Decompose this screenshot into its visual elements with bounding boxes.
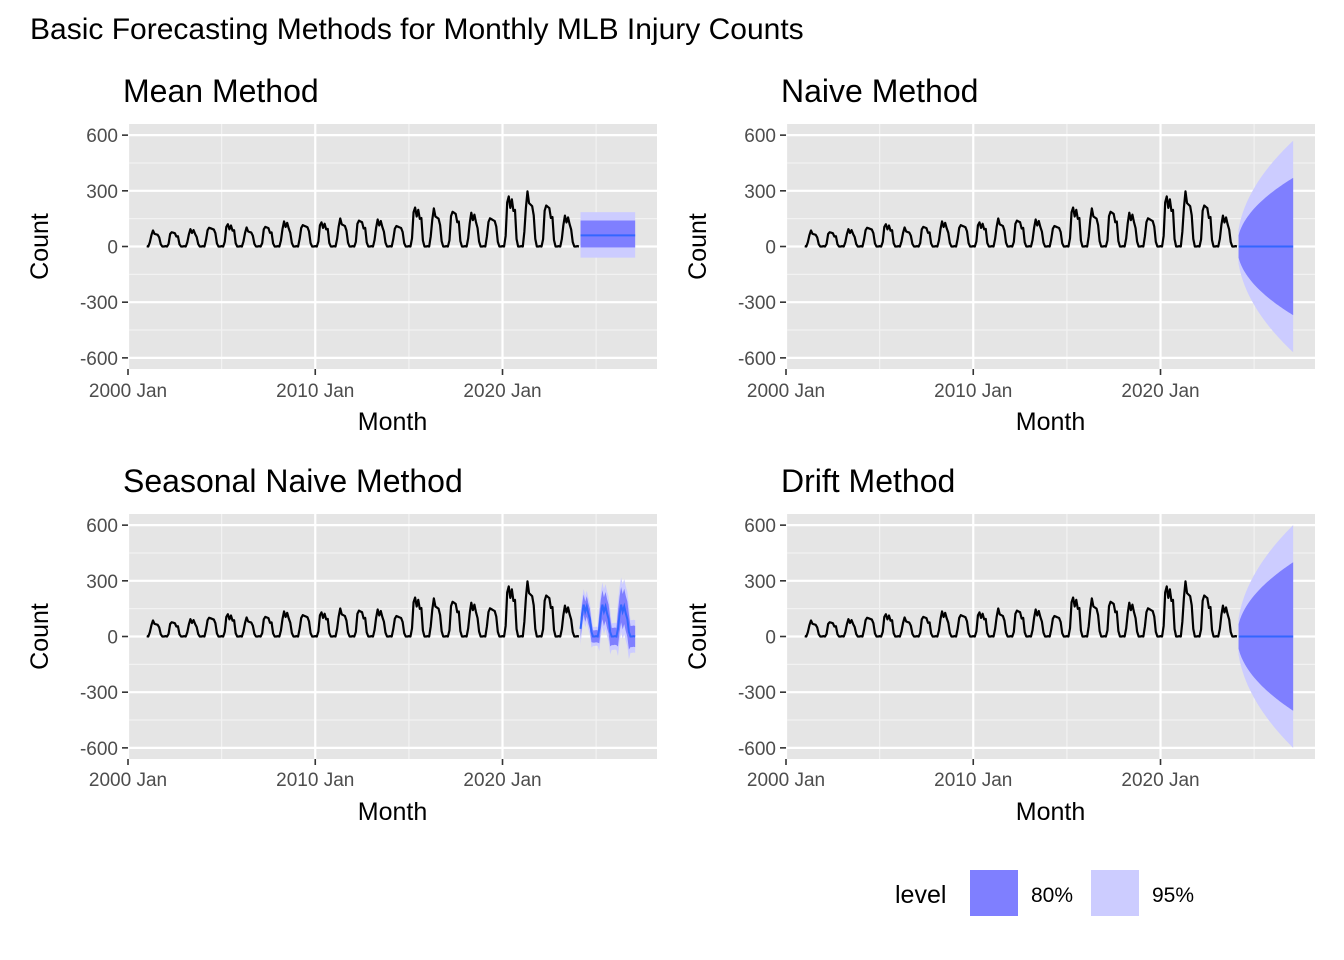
y-axis-label: Count — [684, 603, 712, 670]
panel-drift-method: 600 300 0 -300 -600 2000 Jan 2010 Jan 2020 Jan D… — [684, 463, 1315, 826]
legend-title: level — [895, 881, 946, 909]
x-tick-label: 2020 Jan — [1121, 381, 1199, 402]
y-tick-label: 0 — [107, 238, 118, 259]
y-tick-label: 600 — [86, 516, 118, 537]
panels: 600 300 0 -300 -600 2000 Jan 2010 Jan 2020 Jan M… — [26, 73, 1315, 826]
x-tick-label: 2000 Jan — [89, 770, 167, 791]
y-tick-label: -300 — [738, 683, 776, 704]
legend: level 80% 95% — [895, 870, 1194, 916]
y-tick-label: -300 — [80, 683, 118, 704]
x-axis-label: Month — [358, 798, 427, 826]
history-line — [146, 580, 580, 638]
x-tick-label: 2000 Jan — [89, 381, 167, 402]
y-tick-label: 600 — [744, 126, 776, 147]
y-tick-label: 0 — [765, 628, 776, 649]
y-tick-label: -600 — [80, 739, 118, 760]
y-tick-label: -300 — [80, 293, 118, 314]
band-80 — [580, 220, 636, 248]
y-tick-label: -600 — [738, 349, 776, 370]
x-tick-label: 2020 Jan — [463, 770, 541, 791]
x-tick-label: 2010 Jan — [934, 381, 1012, 402]
y-tick-label: 0 — [765, 238, 776, 259]
x-tick-label: 2010 Jan — [934, 770, 1012, 791]
forecast-line — [579, 602, 636, 638]
panel-seasonal-naive-method: 600 300 0 -300 -600 2000 Jan 2010 Jan 2020 Jan S… — [26, 463, 657, 826]
y-tick-label: 300 — [86, 182, 118, 203]
panel-title: Naive Method — [781, 73, 978, 109]
x-axis-label: Month — [1016, 408, 1085, 436]
legend-label-80: 80% — [1031, 884, 1073, 907]
legend-swatch-80 — [970, 870, 1018, 916]
y-tick-label: 300 — [744, 572, 776, 593]
x-tick-label: 2010 Jan — [276, 381, 354, 402]
y-axis-label: Count — [26, 603, 54, 670]
y-tick-label: -300 — [738, 293, 776, 314]
y-tick-label: 300 — [744, 182, 776, 203]
panel-title: Drift Method — [781, 463, 955, 499]
panel-title: Seasonal Naive Method — [123, 463, 463, 499]
panel-title: Mean Method — [123, 73, 319, 109]
panel-naive-method: 600 300 0 -300 -600 2000 Jan 2010 Jan 2020 Jan N… — [684, 73, 1315, 436]
x-tick-label: 2020 Jan — [463, 381, 541, 402]
panel-mean-method: 600 300 0 -300 -600 2000 Jan 2010 Jan 2020 Jan M… — [26, 73, 657, 436]
y-axis-label: Count — [684, 213, 712, 280]
y-axis-label: Count — [26, 213, 54, 280]
y-tick-label: 0 — [107, 628, 118, 649]
history-line — [146, 190, 580, 248]
legend-label-95: 95% — [1152, 884, 1194, 907]
y-tick-label: 600 — [744, 516, 776, 537]
history-line — [804, 190, 1238, 248]
figure-title: Basic Forecasting Methods for Monthly ML… — [30, 13, 804, 46]
legend-swatch-95 — [1091, 870, 1139, 916]
y-tick-label: 600 — [86, 126, 118, 147]
x-tick-label: 2000 Jan — [747, 770, 825, 791]
x-tick-label: 2010 Jan — [276, 770, 354, 791]
y-tick-label: -600 — [738, 739, 776, 760]
x-tick-label: 2000 Jan — [747, 381, 825, 402]
history-line — [804, 580, 1238, 638]
y-tick-label: -600 — [80, 349, 118, 370]
x-axis-label: Month — [358, 408, 427, 436]
x-tick-label: 2020 Jan — [1121, 770, 1199, 791]
y-tick-label: 300 — [86, 572, 118, 593]
x-axis-label: Month — [1016, 798, 1085, 826]
